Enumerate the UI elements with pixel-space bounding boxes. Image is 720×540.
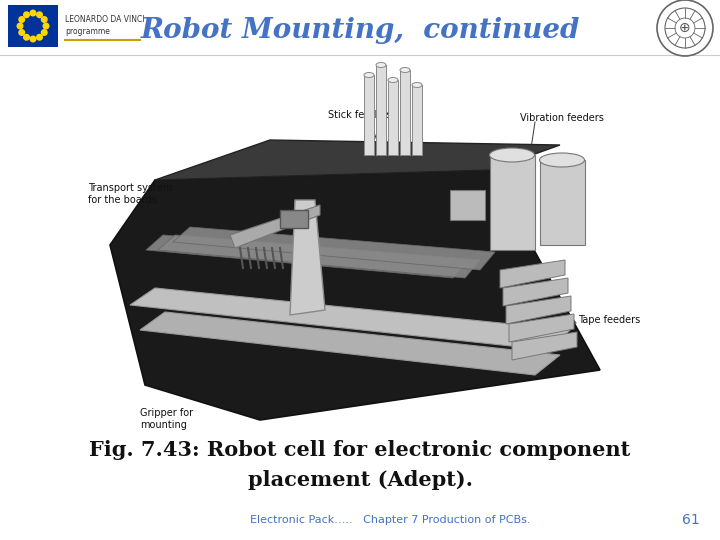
Circle shape: [19, 30, 24, 35]
Ellipse shape: [364, 72, 374, 78]
Ellipse shape: [539, 153, 585, 167]
Text: Fig. 7.43: Robot cell for electronic component: Fig. 7.43: Robot cell for electronic com…: [89, 440, 631, 460]
Circle shape: [30, 10, 36, 16]
Text: Vibration feeders: Vibration feeders: [520, 113, 604, 123]
FancyBboxPatch shape: [412, 85, 422, 155]
FancyBboxPatch shape: [450, 190, 485, 220]
Circle shape: [19, 17, 24, 22]
Text: Robot Mounting,  continued: Robot Mounting, continued: [140, 17, 580, 44]
Ellipse shape: [376, 63, 386, 68]
Circle shape: [30, 36, 36, 42]
FancyBboxPatch shape: [80, 62, 650, 420]
Polygon shape: [173, 227, 495, 270]
Circle shape: [24, 35, 30, 40]
Polygon shape: [290, 200, 325, 315]
Polygon shape: [500, 260, 565, 288]
Circle shape: [42, 30, 47, 35]
Circle shape: [24, 12, 30, 17]
Circle shape: [37, 35, 42, 40]
FancyBboxPatch shape: [8, 5, 58, 47]
Text: Gripper for
mounting: Gripper for mounting: [140, 408, 193, 430]
Text: LEONARDO DA VINCI: LEONARDO DA VINCI: [65, 15, 145, 24]
FancyBboxPatch shape: [400, 70, 410, 155]
Polygon shape: [503, 278, 568, 306]
Polygon shape: [509, 314, 574, 342]
Text: placement (Adept).: placement (Adept).: [248, 470, 472, 490]
Polygon shape: [512, 332, 577, 360]
Circle shape: [37, 12, 42, 17]
Text: programme: programme: [65, 27, 110, 36]
Polygon shape: [130, 288, 570, 350]
Text: Electronic Pack…..   Chapter 7 Production of PCBs.: Electronic Pack….. Chapter 7 Production …: [250, 515, 531, 525]
Text: Tape feeders: Tape feeders: [578, 315, 640, 325]
Polygon shape: [506, 296, 571, 324]
Circle shape: [42, 17, 47, 22]
Polygon shape: [158, 235, 480, 278]
Polygon shape: [146, 235, 468, 278]
FancyBboxPatch shape: [540, 160, 585, 245]
Polygon shape: [155, 140, 560, 180]
Polygon shape: [230, 205, 320, 248]
FancyBboxPatch shape: [388, 80, 398, 155]
Text: Transport system
for the boards: Transport system for the boards: [88, 183, 172, 205]
Text: 61: 61: [683, 513, 700, 527]
Ellipse shape: [412, 83, 422, 87]
FancyBboxPatch shape: [364, 75, 374, 155]
Ellipse shape: [388, 78, 398, 83]
FancyBboxPatch shape: [376, 65, 386, 155]
Circle shape: [17, 23, 23, 29]
FancyBboxPatch shape: [490, 155, 535, 250]
FancyBboxPatch shape: [280, 210, 308, 228]
Ellipse shape: [400, 68, 410, 72]
Ellipse shape: [490, 148, 534, 162]
Text: ⊕: ⊕: [679, 21, 690, 35]
Circle shape: [43, 23, 49, 29]
Text: Stick feeders: Stick feeders: [328, 110, 392, 120]
Polygon shape: [140, 312, 560, 375]
Polygon shape: [110, 170, 600, 420]
